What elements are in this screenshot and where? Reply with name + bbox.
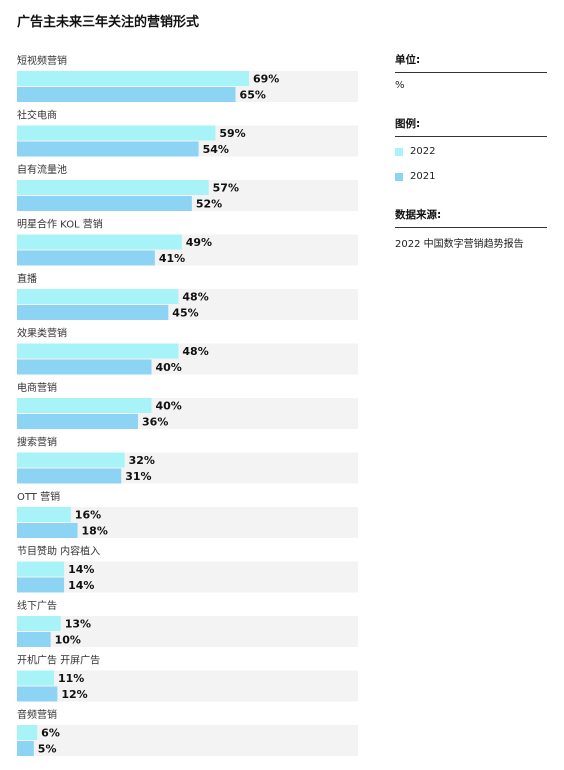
bar-2022 — [17, 670, 54, 686]
category-label: 搜索营销 — [17, 436, 57, 449]
category-label: 节目赞助 内容植入 — [17, 545, 100, 558]
bar-2021 — [17, 196, 192, 211]
data-label-2021: 18% — [82, 525, 108, 538]
bar-2022 — [17, 616, 61, 631]
legend-text: 2021 — [410, 171, 436, 182]
bar-2022 — [17, 71, 249, 86]
bar-2022 — [17, 561, 65, 577]
bar-2021 — [17, 141, 199, 157]
data-label-2021: 14% — [68, 579, 94, 592]
unit-value: % — [395, 80, 405, 91]
bar-2022 — [17, 125, 216, 141]
bar-track — [17, 561, 358, 593]
bar-2022 — [17, 343, 179, 359]
bar-2021 — [17, 305, 169, 320]
bar-2022 — [17, 289, 179, 304]
legend-text: 2022 — [410, 146, 436, 157]
category-label: 电商营销 — [17, 381, 57, 394]
data-label-2022: 14% — [68, 563, 94, 576]
data-label-2021: 52% — [196, 198, 222, 211]
source-value: 2022 中国数字营销趋势报告 — [395, 239, 524, 250]
category-label: 社交电商 — [17, 109, 57, 122]
data-label-2022: 57% — [213, 182, 239, 195]
bar-chart: 短视频营销 69% 65% 社交电商 59% 54% 自有流量池 57% 52% 明星合作 KOL… — [17, 54, 358, 756]
data-label-2022: 13% — [65, 618, 91, 631]
data-label-2022: 16% — [75, 509, 101, 522]
bar-2022 — [17, 398, 152, 413]
bar-track — [17, 725, 358, 756]
bar-2021 — [17, 523, 78, 538]
unit-label: 单位: — [395, 52, 547, 73]
data-label-2021: 40% — [155, 361, 181, 374]
category-label: OTT 营销 — [17, 490, 60, 503]
category-label: 线下广告 — [17, 599, 57, 612]
data-label-2022: 11% — [58, 672, 84, 685]
data-label-2022: 32% — [129, 454, 155, 467]
bar-2021 — [17, 359, 152, 375]
bar-2021 — [17, 468, 122, 484]
legend-panel: 图例: 2022 2021 — [395, 116, 547, 196]
data-label-2022: 48% — [182, 345, 208, 358]
data-label-2021: 36% — [142, 416, 168, 429]
data-label-2022: 59% — [219, 127, 245, 140]
category-label: 明星合作 KOL 营销 — [17, 218, 103, 231]
bar-2021 — [17, 414, 139, 429]
bar-2022 — [17, 180, 209, 195]
legend-swatch — [395, 147, 403, 156]
bar-2021 — [17, 87, 236, 102]
data-label-2021: 31% — [125, 470, 151, 483]
legend-swatch — [395, 172, 403, 181]
category-label: 开机广告 开屏广告 — [17, 654, 100, 667]
data-label-2022: 49% — [186, 236, 212, 249]
category-label: 音频营销 — [17, 708, 57, 721]
bar-2021 — [17, 632, 51, 647]
bar-2022 — [17, 507, 71, 522]
category-label: 效果类营销 — [17, 327, 67, 340]
bar-2022 — [17, 452, 125, 468]
bar-2022 — [17, 725, 38, 740]
data-label-2022: 6% — [41, 727, 60, 740]
bar-2021 — [17, 686, 58, 702]
data-label-2021: 65% — [240, 89, 266, 102]
legend-label: 图例: — [395, 116, 547, 137]
data-label-2022: 69% — [253, 73, 279, 86]
bar-2022 — [17, 234, 182, 250]
source-panel: 数据来源: 2022 中国数字营销趋势报告 — [395, 207, 547, 250]
data-label-2022: 48% — [182, 291, 208, 304]
legend-entry: 2022 — [395, 146, 547, 157]
legend-items: 2022 2021 — [395, 137, 547, 182]
data-label-2021: 41% — [159, 252, 185, 265]
data-label-2022: 40% — [155, 400, 181, 413]
data-label-2021: 54% — [203, 143, 229, 156]
unit-panel: 单位: % — [395, 52, 547, 91]
data-label-2021: 10% — [55, 634, 81, 647]
category-label: 短视频营销 — [17, 54, 67, 67]
data-label-2021: 5% — [38, 743, 57, 756]
source-label: 数据来源: — [395, 207, 547, 228]
bar-2021 — [17, 741, 34, 756]
bar-track — [17, 670, 358, 702]
legend-entry: 2021 — [395, 171, 547, 182]
bar-track — [17, 616, 358, 647]
data-label-2021: 45% — [172, 307, 198, 320]
bar-2021 — [17, 250, 155, 266]
category-label: 自有流量池 — [17, 163, 67, 176]
bar-2021 — [17, 577, 65, 593]
chart-title: 广告主未来三年关注的营销形式 — [17, 15, 200, 30]
category-label: 直播 — [17, 272, 37, 285]
data-label-2021: 12% — [61, 688, 87, 701]
